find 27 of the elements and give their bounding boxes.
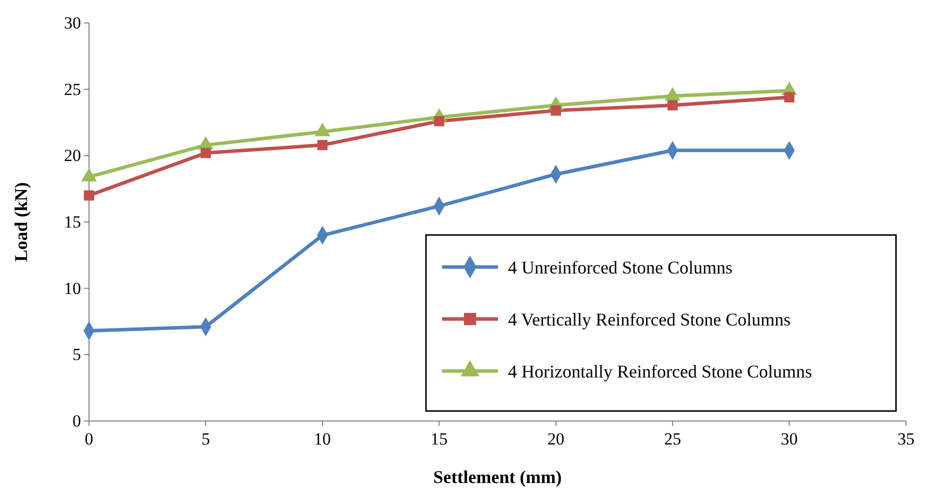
y-axis-title: Load (kN) [11,182,31,262]
y-tick-label: 10 [64,278,81,298]
y-tick-label: 20 [64,146,81,166]
point [317,140,328,150]
point [200,148,211,158]
x-tick-label: 35 [898,429,914,448]
x-tick-label: 5 [201,429,210,448]
y-tick-label: 5 [72,345,81,364]
legend-label: 4 Unreinforced Stone Columns [508,257,732,278]
y-tick-label: 25 [64,80,81,99]
y-tick-label: 0 [72,411,81,430]
x-axis-title: Settlement (mm) [433,467,562,487]
legend-label: 4 Horizontally Reinforced Stone Columns [508,361,812,382]
x-tick-label: 0 [84,429,94,448]
y-tick-label: 30 [64,13,81,32]
point [84,190,94,201]
x-tick-label: 30 [780,429,798,448]
x-tick-label: 20 [547,429,564,448]
x-tick-label: 15 [430,429,448,448]
x-tick-label: 10 [314,429,331,448]
x-tick-label: 25 [664,429,682,448]
point [784,92,794,102]
legend-label: 4 Vertically Reinforced Stone Columns [508,309,791,330]
point [550,105,561,116]
point [667,100,678,110]
point [434,116,444,126]
y-tick-label: 15 [64,212,81,232]
